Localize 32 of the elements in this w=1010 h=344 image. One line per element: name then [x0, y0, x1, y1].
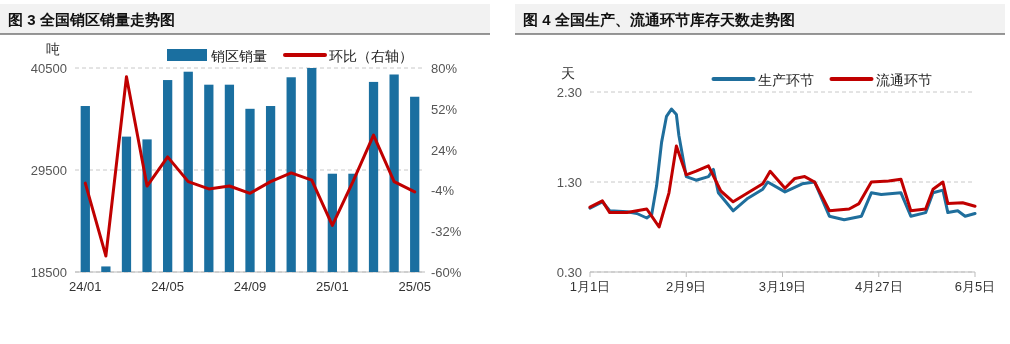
- y-axis-title: 天: [561, 65, 575, 81]
- x-tick-label: 3月19日: [758, 279, 807, 294]
- legend-label: 环比（右轴）: [329, 48, 413, 64]
- y2-tick-label: -60%: [431, 265, 462, 280]
- legend-label: 销区销量: [210, 48, 267, 64]
- y2-tick-label: 52%: [431, 101, 458, 117]
- x-tick-label: 24/09: [233, 279, 267, 294]
- y-tick-label: 18500: [30, 265, 67, 280]
- y2-tick-label: -32%: [431, 224, 462, 240]
- x-tick-label: 4月27日: [854, 279, 903, 294]
- chart-title: 图 4 全国生产、流通环节库存天数走势图: [523, 11, 795, 28]
- y2-tick-label: 80%: [431, 61, 458, 76]
- x-tick-label: 24/05: [151, 279, 184, 294]
- y-tick-label: 2.30: [556, 85, 582, 100]
- y-axis-title: 吨: [46, 41, 60, 57]
- y2-tick-label: -4%: [431, 183, 455, 199]
- legend-label: 生产环节: [757, 72, 814, 88]
- x-tick-label: 2月9日: [666, 279, 707, 294]
- legend-label: 流通环节: [875, 72, 932, 88]
- x-tick-label: 6月5日: [954, 279, 996, 294]
- x-tick-label: 25/01: [316, 279, 349, 294]
- y-tick-label: 1.30: [556, 175, 582, 190]
- line-series: [83, 75, 417, 258]
- y-tick-label: 40500: [30, 61, 67, 76]
- y2-tick-label: 24%: [431, 142, 458, 158]
- x-tick-label: 1月1日: [569, 279, 611, 294]
- y-tick-label: 29500: [30, 163, 67, 178]
- line-series: [588, 144, 977, 229]
- x-tick-label: 24/01: [69, 279, 102, 294]
- y-tick-label: 0.30: [556, 265, 582, 280]
- chart-title: 图 3 全国销区销量走势图: [8, 11, 175, 28]
- x-tick-label: 25/05: [398, 279, 431, 294]
